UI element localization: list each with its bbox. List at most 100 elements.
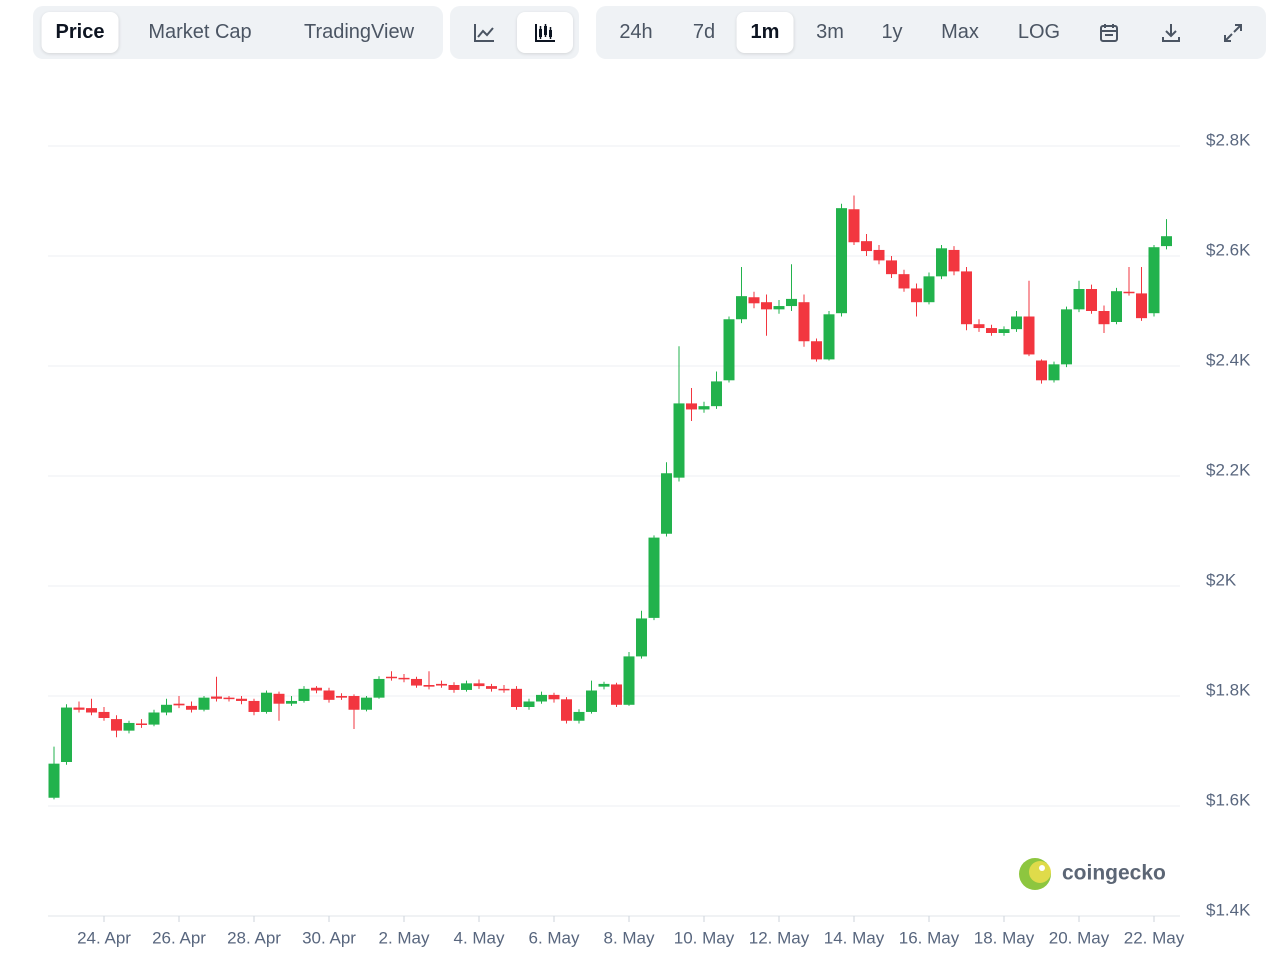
range-tab[interactable]: LOG bbox=[1017, 21, 1061, 43]
candle-body bbox=[586, 690, 597, 712]
x-tick-label: 22. May bbox=[1124, 928, 1185, 947]
candle-body bbox=[273, 693, 285, 704]
candle-body bbox=[136, 723, 147, 725]
candle-body bbox=[423, 685, 435, 687]
candle-body bbox=[98, 711, 110, 718]
candle-body bbox=[448, 685, 460, 690]
candlestick-button[interactable] bbox=[517, 12, 573, 53]
candle-body bbox=[1073, 289, 1085, 310]
candle-body bbox=[511, 688, 522, 707]
candle-body bbox=[398, 677, 410, 680]
candle-body bbox=[623, 656, 635, 705]
candle-body bbox=[73, 707, 85, 710]
range-tab[interactable]: 24h bbox=[619, 21, 653, 43]
candle-body bbox=[886, 260, 897, 275]
x-tick-label: 12. May bbox=[749, 928, 810, 947]
range-tab[interactable]: 7d bbox=[692, 21, 716, 43]
view-tab[interactable]: TradingView bbox=[303, 21, 415, 43]
candle-body bbox=[111, 719, 122, 731]
x-tick-label: 18. May bbox=[974, 928, 1035, 947]
range-tab[interactable]: 3m bbox=[816, 21, 844, 43]
x-tick-label: 30. Apr bbox=[302, 928, 356, 947]
download-button[interactable] bbox=[1143, 12, 1199, 53]
candle-body bbox=[598, 683, 610, 687]
candle-body bbox=[1061, 309, 1072, 365]
candle-body bbox=[223, 697, 235, 700]
range-tabs: 24h 7d 1m 3m 1y Max LOG bbox=[596, 6, 1266, 59]
y-tick-label: $2K bbox=[1206, 570, 1237, 589]
x-tick-label: 26. Apr bbox=[152, 928, 206, 947]
candle-body bbox=[836, 208, 847, 314]
x-tick-label: 14. May bbox=[824, 928, 885, 947]
x-tick-label: 6. May bbox=[528, 928, 580, 947]
candle-body bbox=[523, 701, 535, 707]
candle-body bbox=[786, 298, 797, 307]
candle-body bbox=[286, 700, 297, 704]
candle-body bbox=[811, 341, 822, 360]
calendar-button[interactable] bbox=[1081, 12, 1137, 53]
y-tick-label: $2.2K bbox=[1206, 460, 1251, 479]
candle-body bbox=[961, 271, 972, 325]
x-tick-label: 10. May bbox=[674, 928, 735, 947]
candle-body bbox=[873, 249, 885, 261]
view-tabs: Price Market Cap TradingView bbox=[33, 6, 443, 59]
candle-body bbox=[973, 324, 985, 329]
candle-body bbox=[211, 696, 222, 699]
view-tab[interactable]: Market Cap bbox=[148, 21, 252, 43]
candle-body bbox=[948, 249, 960, 272]
candle-body bbox=[1023, 316, 1035, 355]
x-tick-label: 16. May bbox=[899, 928, 960, 947]
candle-body bbox=[361, 697, 372, 710]
candle-body bbox=[348, 696, 360, 710]
candle-body bbox=[686, 403, 697, 410]
candle-body bbox=[436, 683, 447, 686]
x-tick-label: 2. May bbox=[378, 928, 430, 947]
download-icon bbox=[1162, 23, 1180, 42]
candle-body bbox=[236, 698, 247, 701]
candle-body bbox=[548, 694, 560, 700]
candle-body bbox=[1136, 293, 1147, 319]
candle-body bbox=[1098, 311, 1110, 325]
candle-body bbox=[761, 302, 772, 310]
candle-body bbox=[736, 296, 747, 320]
candle-body bbox=[536, 694, 547, 702]
candle-body bbox=[461, 683, 472, 690]
calendar-icon bbox=[1100, 23, 1118, 42]
candle-body bbox=[148, 712, 160, 725]
candle-body bbox=[198, 697, 210, 710]
candle-body bbox=[648, 537, 660, 618]
candle-body bbox=[773, 306, 785, 310]
candle-body bbox=[998, 329, 1010, 333]
candle-body bbox=[336, 696, 347, 698]
candle-body bbox=[673, 403, 685, 478]
candle-body bbox=[261, 692, 272, 712]
candle-body bbox=[823, 314, 835, 360]
range-tab[interactable]: 1m bbox=[736, 12, 794, 53]
candle-body bbox=[1123, 291, 1135, 294]
candle-body bbox=[723, 319, 735, 381]
y-tick-label: $1.4K bbox=[1206, 900, 1251, 919]
candle-body bbox=[173, 703, 185, 706]
candle-body bbox=[661, 473, 672, 534]
gecko-logo-inner bbox=[1029, 861, 1051, 883]
y-tick-label: $2.4K bbox=[1206, 350, 1251, 369]
watermark: coingecko bbox=[1019, 858, 1166, 890]
candle-body bbox=[636, 618, 647, 657]
candle-body bbox=[186, 705, 197, 710]
view-tab[interactable]: Price bbox=[41, 12, 119, 53]
candle-body bbox=[323, 690, 335, 700]
fullscreen-icon bbox=[1224, 23, 1242, 42]
watermark-text: coingecko bbox=[1062, 862, 1166, 885]
range-tab[interactable]: Max bbox=[941, 21, 979, 43]
candle-body bbox=[986, 328, 997, 333]
y-tick-label: $1.6K bbox=[1206, 790, 1251, 809]
line-chart-button[interactable] bbox=[456, 12, 512, 53]
fullscreen-button[interactable] bbox=[1205, 12, 1261, 53]
candle-body bbox=[311, 687, 322, 691]
candle-body bbox=[898, 274, 910, 289]
candle-body bbox=[1161, 236, 1172, 247]
range-tab[interactable]: 1y bbox=[881, 21, 903, 43]
candle-body bbox=[1048, 364, 1060, 381]
